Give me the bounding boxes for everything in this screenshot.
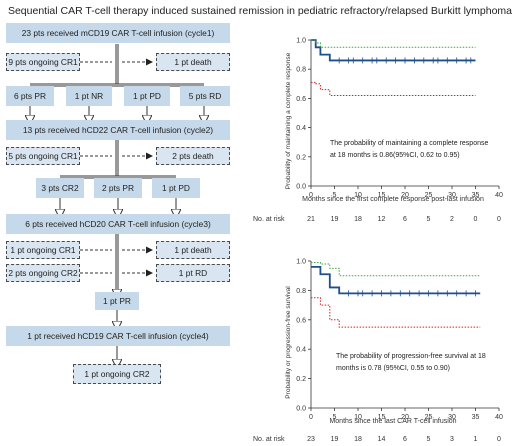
cycle3-pr-box: 1 pt PR [95, 292, 139, 310]
y-tick-label: 0.2 [296, 154, 306, 161]
x-tick-label: 10 [354, 414, 362, 421]
cycle1-death-box: 1 pt death [156, 53, 230, 71]
x-axis-label: Months since the first complete response… [302, 196, 484, 203]
x-tick-label: 0 [309, 192, 313, 199]
cycle3-cr2-box: 2 pts ongoing CR2 [6, 264, 80, 282]
x-tick-label: 25 [425, 414, 433, 421]
cycle2-box: 13 pts received hCD22 CAR T-cell infusio… [6, 120, 230, 140]
x-tick-label: 35 [472, 192, 480, 199]
y-tick-label: 0.2 [296, 376, 306, 383]
risk-value: 23 [307, 436, 315, 443]
risk-value: 6 [403, 436, 407, 443]
cycle1-rd-box: 5 pts RD [180, 86, 230, 106]
series-lower-line [311, 81, 476, 96]
risk-value: 5 [427, 216, 431, 223]
y-axis-label: Probability of maintaining a complete re… [285, 52, 292, 189]
y-tick-label: 0.8 [296, 288, 306, 295]
cycle2-pr-box: 2 pts PR [94, 178, 142, 198]
x-tick-label: 40 [495, 192, 503, 199]
cycle1-pr-box: 6 pts PR [6, 86, 54, 106]
y-tick-label: 0.6 [296, 96, 306, 103]
chart-annotation-line2: months is 0.78 (95%CI, 0.55 to 0.90) [336, 365, 450, 372]
risk-value: 3 [450, 436, 454, 443]
cycle3-box: 6 pts received hCD20 CAR T-cell infusion… [6, 214, 230, 234]
cycle2-pd-box: 1 pt PD [152, 178, 200, 198]
risk-value: 14 [378, 436, 386, 443]
cycle3-rd-box: 1 pt RD [156, 264, 230, 282]
chart-annotation-line1: The probability of maintaining a complet… [330, 140, 488, 147]
risk-value: 2 [450, 216, 454, 223]
series-lower-line [311, 297, 481, 328]
risk-value: 19 [331, 216, 339, 223]
x-tick-label: 30 [448, 414, 456, 421]
risk-value: 21 [307, 216, 315, 223]
x-tick-label: 5 [333, 192, 337, 199]
cycle3-cr1-box: 1 pt ongoing CR1 [6, 241, 80, 259]
cycle3-death-box: 1 pt death [156, 241, 230, 259]
series-upper-line [311, 39, 476, 48]
y-tick-label: 0.4 [296, 347, 306, 354]
y-tick-label: 1.0 [296, 259, 306, 266]
y-axis-label: Probability or progression-free survival [285, 286, 292, 399]
y-tick-label: 0.6 [296, 317, 306, 324]
x-tick-label: 25 [425, 192, 433, 199]
risk-value: 19 [331, 436, 339, 443]
risk-value: 18 [354, 436, 362, 443]
chart-annotation-line1: The probability of progression-free surv… [336, 353, 486, 360]
risk-value: 6 [403, 216, 407, 223]
x-tick-label: 15 [378, 192, 386, 199]
chart-annotation-line2: at 18 months is 0.86(95%CI, 0.62 to 0.95… [330, 152, 460, 159]
x-tick-label: 10 [354, 192, 362, 199]
risk-value: 1 [474, 436, 478, 443]
y-tick-label: 1.0 [296, 38, 306, 45]
cycle1-nr-box: 1 pt NR [66, 86, 112, 106]
risk-value: 0 [497, 216, 501, 223]
cycle2-cr2-box: 3 pts CR2 [36, 178, 84, 198]
risk-value: 18 [354, 216, 362, 223]
x-tick-label: 0 [309, 414, 313, 421]
x-tick-label: 20 [401, 414, 409, 421]
cycle4-cr2-box: 1 pt ongoing CR2 [73, 364, 161, 384]
x-tick-label: 20 [401, 192, 409, 199]
y-tick-label: 0.4 [296, 125, 306, 132]
series-upper-line [311, 261, 481, 277]
risk-value: 5 [427, 436, 431, 443]
y-tick-label: 0.0 [296, 406, 306, 413]
series-estimate-line [311, 39, 476, 62]
risk-value: 0 [474, 216, 478, 223]
cycle2-cr1-box: 5 pts ongoing CR1 [6, 147, 80, 165]
cycle1-pd-box: 1 pt PD [124, 86, 170, 106]
cycle4-box: 1 pt received hCD19 CAR T-cell infusion … [6, 326, 230, 346]
series-estimate-line [311, 265, 481, 295]
x-tick-label: 15 [378, 414, 386, 421]
cycle1-cr1-box: 9 pts ongoing CR1 [6, 53, 80, 71]
y-tick-label: 0.8 [296, 67, 306, 74]
risk-value: 12 [378, 216, 386, 223]
risk-label: No. at risk [253, 436, 285, 443]
y-tick-label: 0.0 [296, 184, 306, 191]
x-tick-label: 35 [472, 414, 480, 421]
x-tick-label: 30 [448, 192, 456, 199]
figure-title: Sequential CAR T-cell therapy induced su… [7, 5, 513, 17]
x-tick-label: 5 [333, 414, 337, 421]
cycle1-box: 23 pts received mCD19 CAR T-cell infusio… [6, 23, 230, 43]
x-axis-label: Months since the last CAR T-cell infusio… [329, 418, 456, 425]
x-tick-label: 40 [495, 414, 503, 421]
risk-label: No. at risk [253, 216, 285, 223]
risk-value: 0 [497, 436, 501, 443]
cycle2-death-box: 2 pts death [156, 147, 230, 165]
